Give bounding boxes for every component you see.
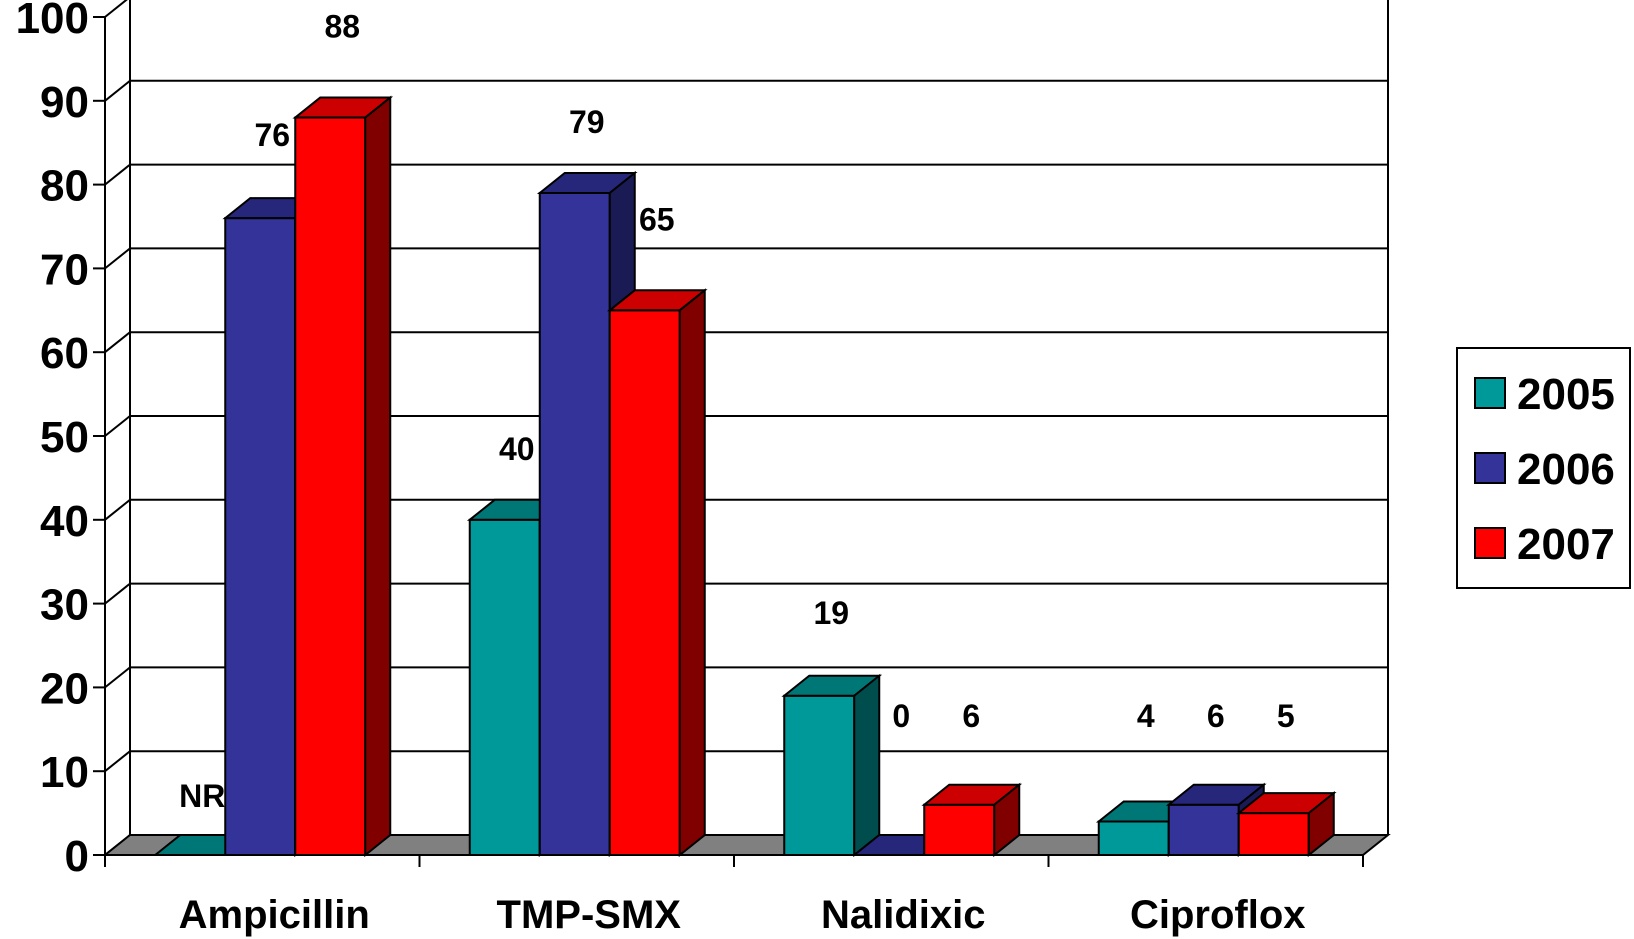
side-wall-line <box>104 499 131 521</box>
side-wall-line <box>104 750 131 772</box>
y-tick-label: 60 <box>40 329 89 378</box>
side-wall-line <box>104 0 128 18</box>
bar-front <box>294 116 367 856</box>
bar-side <box>678 288 706 858</box>
side-wall-line <box>104 247 131 270</box>
y-tick-label: 30 <box>40 581 89 630</box>
bar-front <box>224 217 297 856</box>
bar-front <box>1097 820 1170 856</box>
data-label: 4 <box>1137 698 1155 734</box>
side-wall-line <box>104 582 131 605</box>
data-label: 0 <box>892 698 910 734</box>
legend-label: 2005 <box>1517 370 1615 419</box>
y-tick-label: 70 <box>40 245 89 294</box>
x-category-label: TMP-SMX <box>497 893 682 937</box>
side-wall-line <box>104 163 131 186</box>
y-tick-label: 40 <box>40 497 89 546</box>
y-tick-label: 100 <box>16 0 89 43</box>
y-tick-label: 20 <box>40 664 89 713</box>
legend-swatch <box>1474 377 1506 409</box>
data-label: 76 <box>254 117 290 153</box>
y-tick-label: 80 <box>40 162 89 211</box>
x-category-label: Ampicillin <box>179 893 370 937</box>
bar-front <box>468 518 541 856</box>
bar-front <box>538 191 611 857</box>
y-tick-label: 10 <box>40 748 89 797</box>
x-axis: Ampicillin TMP-SMX Nalidixic Ciproflox <box>104 854 1364 937</box>
x-category-label: Ciproflox <box>1130 893 1306 937</box>
legend-label: 2007 <box>1517 520 1615 569</box>
y-tick-label: 90 <box>40 78 89 127</box>
data-label: 79 <box>569 104 605 140</box>
side-wall-line <box>104 666 131 689</box>
bar-side <box>364 95 392 858</box>
bar-side <box>993 782 1021 858</box>
y-tick-label: 0 <box>65 832 89 881</box>
bar-front <box>1167 803 1240 856</box>
data-label: 40 <box>499 431 535 467</box>
side-wall-line <box>104 415 131 437</box>
data-label: 88 <box>324 9 360 45</box>
side-wall-line <box>104 80 131 102</box>
bar-front <box>1237 812 1310 856</box>
bar-front <box>783 694 856 857</box>
legend-swatch <box>1474 452 1506 484</box>
y-tick-label: 50 <box>40 413 89 462</box>
bar-side <box>853 673 881 858</box>
data-label: 6 <box>1207 698 1225 734</box>
bar-front <box>608 309 681 856</box>
legend-label: 2006 <box>1517 445 1615 494</box>
data-label: 65 <box>639 201 675 237</box>
data-label: NR <box>179 778 225 814</box>
y-axis: 0 10 20 30 40 50 60 70 80 90 100 <box>16 0 106 881</box>
x-category-label: Nalidixic <box>821 893 986 937</box>
bars <box>152 95 1337 858</box>
bar-side <box>1307 791 1335 858</box>
data-label: 5 <box>1277 698 1295 734</box>
data-label: 19 <box>813 595 849 631</box>
bar-front <box>923 803 996 856</box>
legend: 2005 2006 2007 <box>1456 347 1631 589</box>
data-label: 6 <box>962 698 980 734</box>
legend-swatch <box>1474 527 1506 559</box>
side-wall-line <box>104 331 131 353</box>
